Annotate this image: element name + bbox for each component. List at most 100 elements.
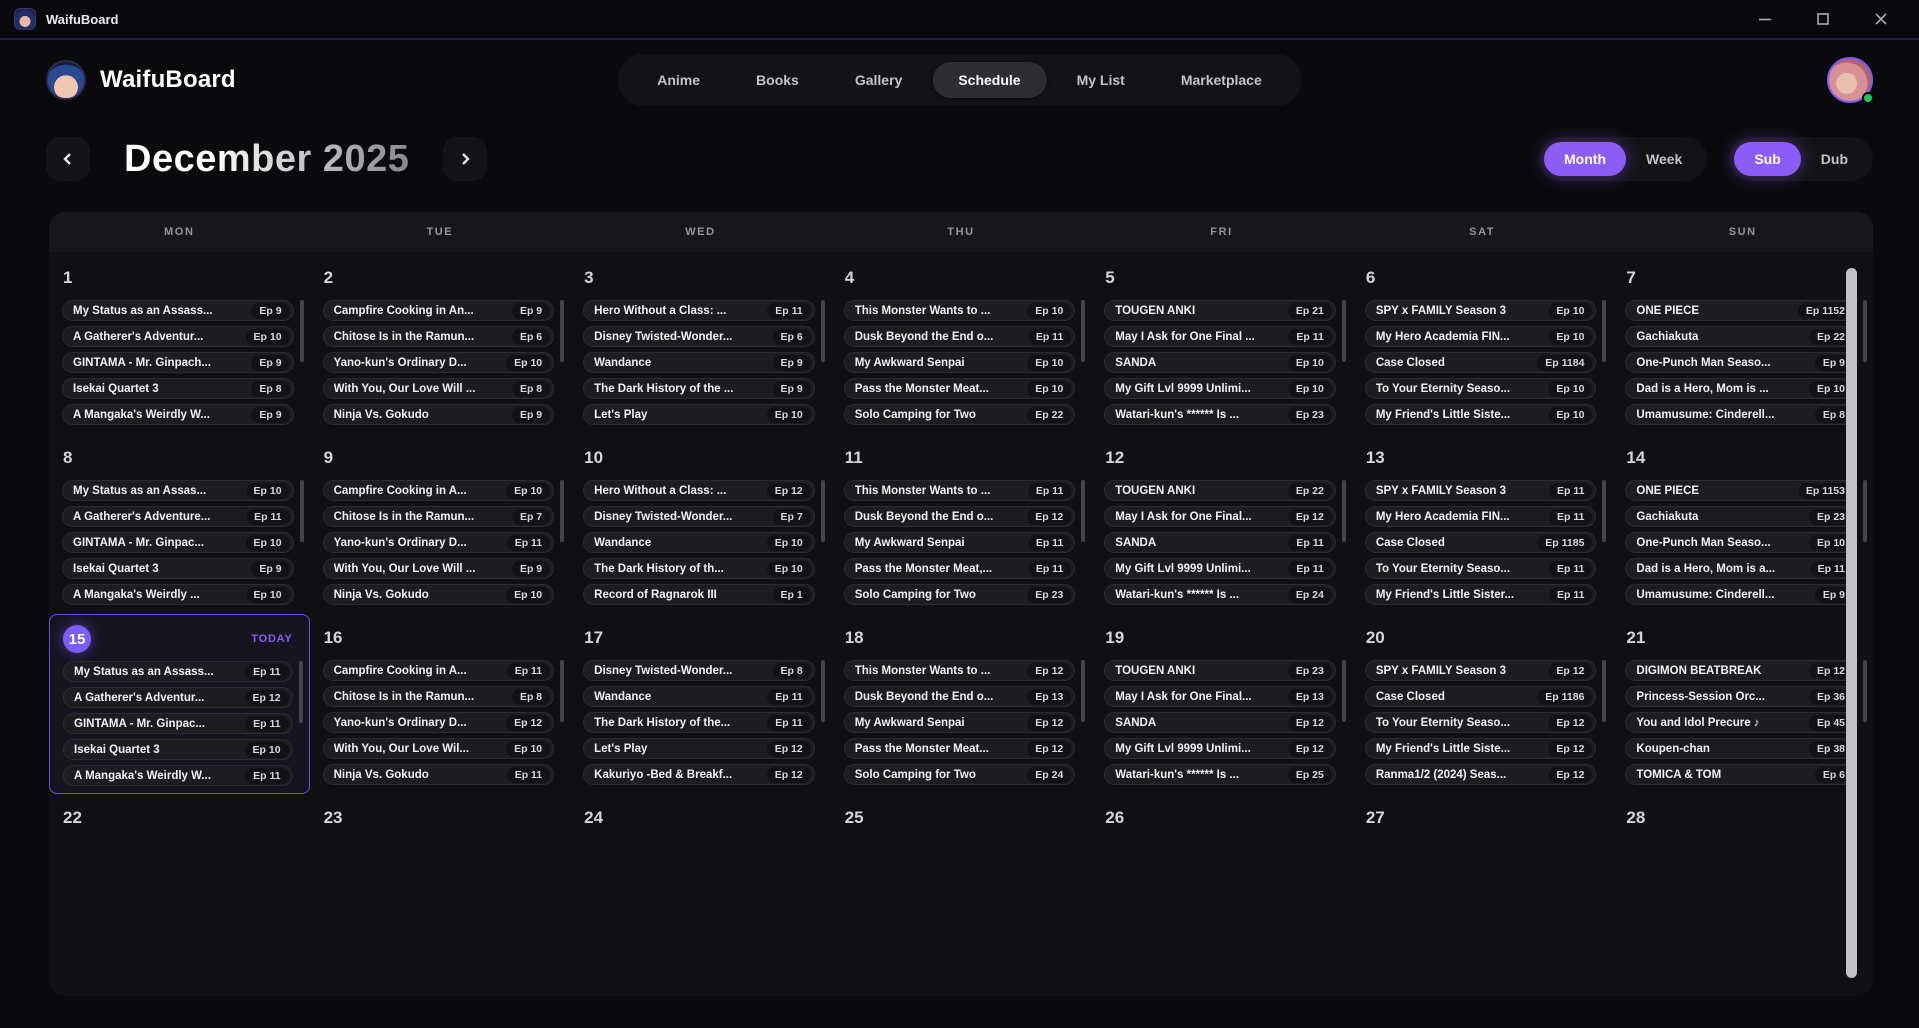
tab-my-list[interactable]: My List xyxy=(1076,72,1125,88)
schedule-entry[interactable]: This Monster Wants to ... Ep 11 xyxy=(843,480,1076,501)
tab-marketplace[interactable]: Marketplace xyxy=(1180,72,1262,88)
schedule-entry[interactable]: My Gift Lvl 9999 Unlimi... Ep 11 xyxy=(1104,558,1336,579)
schedule-entry[interactable]: Pass the Monster Meat... Ep 10 xyxy=(843,378,1076,399)
schedule-entry[interactable]: TOMICA & TOM Ep 6 xyxy=(1625,764,1857,785)
prev-month-button[interactable] xyxy=(46,137,90,181)
schedule-entry[interactable]: The Dark History of the... Ep 11 xyxy=(583,712,815,733)
schedule-entry[interactable]: Let's Play Ep 10 xyxy=(583,404,815,425)
schedule-entry[interactable]: Yano-kun's Ordinary D... Ep 10 xyxy=(322,352,555,373)
schedule-entry[interactable]: Chitose Is in the Ramun... Ep 7 xyxy=(322,506,555,527)
schedule-entry[interactable]: My Awkward Senpai Ep 12 xyxy=(843,712,1076,733)
schedule-entry[interactable]: My Hero Academia FIN... Ep 11 xyxy=(1364,506,1597,527)
schedule-entry[interactable]: Dad is a Hero, Mom is a... Ep 11 xyxy=(1625,558,1857,579)
toggle-month[interactable]: Month xyxy=(1544,142,1626,176)
schedule-entry[interactable]: Ninja Vs. Gokudo Ep 10 xyxy=(322,584,555,605)
schedule-entry[interactable]: GINTAMA - Mr. Ginpac... Ep 10 xyxy=(62,532,294,553)
cell-scrollbar[interactable] xyxy=(560,480,565,542)
schedule-entry[interactable]: My Friend's Little Siste... Ep 10 xyxy=(1364,404,1597,425)
schedule-entry[interactable]: ONE PIECE Ep 1152 xyxy=(1625,300,1857,321)
schedule-entry[interactable]: Watari-kun's ****** Is ... Ep 25 xyxy=(1104,764,1336,785)
tab-gallery[interactable]: Gallery xyxy=(854,72,903,88)
schedule-entry[interactable]: May I Ask for One Final ... Ep 11 xyxy=(1104,326,1336,347)
schedule-entry[interactable]: Koupen-chan Ep 38 xyxy=(1625,738,1857,759)
toggle-week[interactable]: Week xyxy=(1646,151,1683,167)
schedule-entry[interactable]: Dusk Beyond the End o... Ep 12 xyxy=(843,506,1076,527)
schedule-entry[interactable]: Watari-kun's ****** Is ... Ep 24 xyxy=(1104,584,1336,605)
schedule-entry[interactable]: TOUGEN ANKI Ep 23 xyxy=(1104,660,1336,681)
cell-scrollbar[interactable] xyxy=(299,300,304,362)
schedule-entry[interactable]: My Status as an Assass... Ep 9 xyxy=(62,300,294,321)
schedule-entry[interactable]: GINTAMA - Mr. Ginpach... Ep 9 xyxy=(62,352,294,373)
schedule-entry[interactable]: Yano-kun's Ordinary D... Ep 12 xyxy=(322,712,555,733)
cell-scrollbar[interactable] xyxy=(1602,660,1607,722)
maximize-button[interactable] xyxy=(1815,11,1831,27)
schedule-entry[interactable]: Disney Twisted-Wonder... Ep 8 xyxy=(583,660,815,681)
cell-scrollbar[interactable] xyxy=(1081,300,1086,362)
page-scrollbar[interactable] xyxy=(1846,268,1857,978)
cell-scrollbar[interactable] xyxy=(1863,660,1867,722)
schedule-entry[interactable]: Umamusume: Cinderell... Ep 9 xyxy=(1625,584,1857,605)
schedule-entry[interactable]: A Gatherer's Adventur... Ep 10 xyxy=(62,326,294,347)
schedule-entry[interactable]: Ninja Vs. Gokudo Ep 9 xyxy=(322,404,555,425)
schedule-entry[interactable]: Umamusume: Cinderell... Ep 8 xyxy=(1625,404,1857,425)
schedule-entry[interactable]: Princess-Session Orc... Ep 36 xyxy=(1625,686,1857,707)
schedule-entry[interactable]: Wandance Ep 9 xyxy=(583,352,815,373)
schedule-entry[interactable]: You and Idol Precure ♪ Ep 45 xyxy=(1625,712,1857,733)
schedule-entry[interactable]: A Mangaka's Weirdly W... Ep 11 xyxy=(63,765,293,786)
cell-scrollbar[interactable] xyxy=(1863,300,1867,362)
schedule-entry[interactable]: Campfire Cooking in An... Ep 9 xyxy=(322,300,555,321)
schedule-entry[interactable]: Kakuriyo -Bed & Breakf... Ep 12 xyxy=(583,764,815,785)
user-avatar[interactable] xyxy=(1827,57,1874,104)
schedule-entry[interactable]: Let's Play Ep 12 xyxy=(583,738,815,759)
schedule-entry[interactable]: Chitose Is in the Ramun... Ep 8 xyxy=(322,686,555,707)
cell-scrollbar[interactable] xyxy=(1341,660,1346,722)
schedule-entry[interactable]: The Dark History of the ... Ep 9 xyxy=(583,378,815,399)
schedule-entry[interactable]: My Status as an Assas... Ep 10 xyxy=(62,480,294,501)
schedule-entry[interactable]: Ranma1/2 (2024) Seas... Ep 12 xyxy=(1364,764,1597,785)
schedule-entry[interactable]: Dusk Beyond the End o... Ep 13 xyxy=(843,686,1076,707)
schedule-entry[interactable]: Record of Ragnarok III Ep 1 xyxy=(583,584,815,605)
schedule-entry[interactable]: Hero Without a Class: ... Ep 12 xyxy=(583,480,815,501)
schedule-entry[interactable]: Wandance Ep 10 xyxy=(583,532,815,553)
schedule-entry[interactable]: Gachiakuta Ep 22 xyxy=(1625,326,1857,347)
next-month-button[interactable] xyxy=(443,137,488,181)
schedule-entry[interactable]: Chitose Is in the Ramun... Ep 6 xyxy=(322,326,555,347)
schedule-entry[interactable]: Case Closed Ep 1186 xyxy=(1364,686,1597,707)
schedule-entry[interactable]: My Friend's Little Sister... Ep 11 xyxy=(1364,584,1597,605)
schedule-entry[interactable]: To Your Eternity Seaso... Ep 11 xyxy=(1364,558,1597,579)
schedule-entry[interactable]: My Gift Lvl 9999 Unlimi... Ep 10 xyxy=(1104,378,1336,399)
schedule-entry[interactable]: This Monster Wants to ... Ep 10 xyxy=(843,300,1076,321)
schedule-entry[interactable]: With You, Our Love Will ... Ep 9 xyxy=(322,558,555,579)
toggle-sub[interactable]: Sub xyxy=(1734,142,1801,176)
schedule-entry[interactable]: A Gatherer's Adventur... Ep 12 xyxy=(63,687,293,708)
schedule-entry[interactable]: A Gatherer's Adventure... Ep 11 xyxy=(62,506,294,527)
schedule-entry[interactable]: TOUGEN ANKI Ep 22 xyxy=(1104,480,1336,501)
schedule-entry[interactable]: My Hero Academia FIN... Ep 10 xyxy=(1364,326,1597,347)
schedule-entry[interactable]: My Awkward Senpai Ep 10 xyxy=(843,352,1076,373)
schedule-entry[interactable]: SANDA Ep 10 xyxy=(1104,352,1336,373)
schedule-entry[interactable]: Yano-kun's Ordinary D... Ep 11 xyxy=(322,532,555,553)
schedule-entry[interactable]: Pass the Monster Meat... Ep 12 xyxy=(843,738,1076,759)
cell-scrollbar[interactable] xyxy=(1341,480,1346,542)
schedule-entry[interactable]: ONE PIECE Ep 1153 xyxy=(1625,480,1857,501)
schedule-entry[interactable]: With You, Our Love Wil... Ep 10 xyxy=(322,738,555,759)
cell-scrollbar[interactable] xyxy=(1341,300,1346,362)
schedule-entry[interactable]: Disney Twisted-Wonder... Ep 6 xyxy=(583,326,815,347)
schedule-entry[interactable]: GINTAMA - Mr. Ginpac... Ep 11 xyxy=(63,713,293,734)
schedule-entry[interactable]: My Friend's Little Siste... Ep 12 xyxy=(1364,738,1597,759)
cell-scrollbar[interactable] xyxy=(1863,480,1867,542)
schedule-entry[interactable]: Wandance Ep 11 xyxy=(583,686,815,707)
schedule-entry[interactable]: One-Punch Man Seaso... Ep 10 xyxy=(1625,532,1857,553)
cell-scrollbar[interactable] xyxy=(820,480,825,542)
cell-scrollbar[interactable] xyxy=(298,661,303,723)
schedule-entry[interactable]: A Mangaka's Weirdly W... Ep 9 xyxy=(62,404,294,425)
schedule-entry[interactable]: One-Punch Man Seaso... Ep 9 xyxy=(1625,352,1857,373)
cell-scrollbar[interactable] xyxy=(1081,660,1086,722)
cell-scrollbar[interactable] xyxy=(299,480,304,542)
schedule-entry[interactable]: My Gift Lvl 9999 Unlimi... Ep 12 xyxy=(1104,738,1336,759)
schedule-entry[interactable]: May I Ask for One Final... Ep 12 xyxy=(1104,506,1336,527)
schedule-entry[interactable]: Campfire Cooking in A... Ep 10 xyxy=(322,480,555,501)
close-button[interactable] xyxy=(1873,11,1889,27)
cell-scrollbar[interactable] xyxy=(560,660,565,722)
schedule-entry[interactable]: SPY x FAMILY Season 3 Ep 10 xyxy=(1364,300,1597,321)
